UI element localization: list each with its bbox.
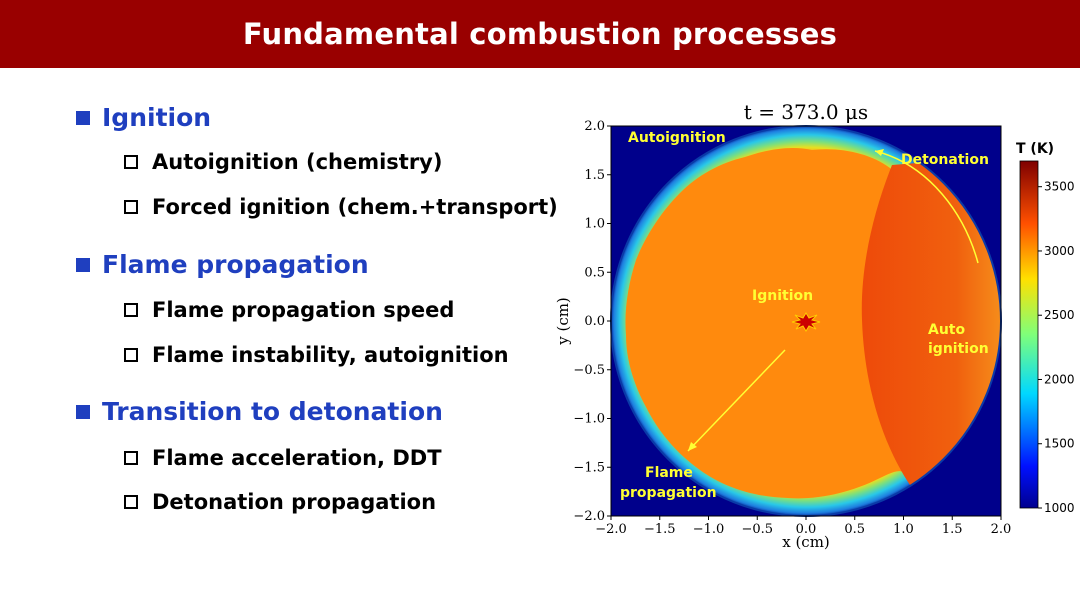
x-tick-label: 1.5 [942,522,963,537]
simulation-figure: t = 373.0 μs Autoignition Detonation Ign… [550,95,1080,565]
flame-arrowhead-icon [688,442,697,451]
x-tick-label: −2.0 [595,522,627,537]
ignition-star-icon [791,312,821,332]
heading-text: Ignition [102,103,212,132]
hollow-square-bullet-icon [124,451,138,465]
filled-square-bullet-icon [76,257,90,272]
item-flame-speed: Flame propagation speed [124,298,454,322]
anno-auto-line1: Auto [928,322,965,338]
item-text: Flame acceleration, DDT [152,446,442,470]
heading-ignition: Ignition [76,103,211,132]
x-tick-label: −1.0 [693,522,725,537]
y-tick-label: 1.0 [584,217,605,232]
slide-title: Fundamental combustion processes [242,17,838,51]
detonation-region [861,155,1001,485]
anno-autoignition: Autoignition [628,130,726,146]
anno-flame-line1: Flame [645,465,693,481]
anno-ignition: Ignition [752,288,813,304]
burned-region [625,147,910,499]
item-text: Forced ignition (chem.+transport) [152,195,558,219]
hollow-square-bullet-icon [124,200,138,214]
detonation-arrow [874,150,979,264]
colorbar-tick-label: 2500 [1044,308,1075,322]
simulation-svg: t = 373.0 μs Autoignition Detonation Ign… [554,100,1075,551]
hollow-square-bullet-icon [124,155,138,169]
hollow-square-bullet-icon [124,303,138,317]
filled-square-bullet-icon [76,404,90,419]
title-bar: Fundamental combustion processes [0,0,1080,68]
flame-arrow [687,349,786,452]
colorbar-tick-label: 3500 [1044,180,1075,194]
heading-text: Transition to detonation [102,397,443,426]
x-ticks: −2.0 −1.5 −1.0 −0.5 0.0 0.5 1.0 1.5 2.0 [595,516,1011,537]
x-tick-label: −1.5 [644,522,676,537]
colorbar-tick-label: 1500 [1044,437,1075,451]
y-tick-label: −0.5 [573,363,605,378]
colorbar-tick-label: 2000 [1044,372,1075,386]
y-ticks: 2.0 1.5 1.0 0.5 0.0 −0.5 −1.0 −1.5 −2.0 [573,119,611,524]
heading-flame-propagation: Flame propagation [76,250,369,279]
colorbar [1019,160,1039,509]
anno-flame-line2: propagation [620,485,717,501]
y-tick-label: −1.5 [573,460,605,475]
item-detonation-propagation: Detonation propagation [124,490,436,514]
detonation-arrowhead-icon [875,149,884,156]
y-tick-label: 2.0 [584,119,605,134]
anno-detonation: Detonation [901,152,989,168]
y-tick-label: 1.5 [584,168,605,183]
filled-square-bullet-icon [76,110,90,125]
item-flame-acceleration: Flame acceleration, DDT [124,446,442,470]
item-autoignition: Autoignition (chemistry) [124,150,442,174]
item-text: Flame instability, autoignition [152,343,509,367]
y-tick-label: −1.0 [573,412,605,427]
x-tick-label: 0.0 [796,522,817,537]
hollow-square-bullet-icon [124,495,138,509]
plot-title: t = 373.0 μs [744,100,868,124]
item-flame-instability: Flame instability, autoignition [124,343,509,367]
item-text: Autoignition (chemistry) [152,150,443,174]
x-tick-label: 1.0 [893,522,914,537]
colorbar-tick-label: 1000 [1044,501,1075,515]
item-text: Detonation propagation [152,490,437,514]
x-tick-label: −0.5 [741,522,773,537]
y-axis-label: y (cm) [554,297,572,346]
hollow-square-bullet-icon [124,348,138,362]
colorbar-title: T (K) [1016,141,1054,157]
colorbar-tick-label: 3000 [1044,244,1075,258]
x-tick-label: 2.0 [991,522,1012,537]
anno-auto-line2: ignition [928,341,989,357]
item-forced-ignition: Forced ignition (chem.+transport) [124,195,558,219]
bullet-list: Ignition Autoignition (chemistry) Forced… [76,103,558,514]
heading-detonation-transition: Transition to detonation [76,397,443,426]
heading-text: Flame propagation [102,250,369,279]
y-tick-label: −2.0 [573,509,605,524]
colorbar-ticks: 3500 3000 2500 2000 1500 1000 [1038,180,1075,515]
y-tick-label: 0.5 [584,265,605,280]
item-text: Flame propagation speed [152,298,455,322]
x-tick-label: 0.5 [844,522,865,537]
x-axis-label: x (cm) [782,533,830,551]
y-tick-label: 0.0 [584,314,605,329]
